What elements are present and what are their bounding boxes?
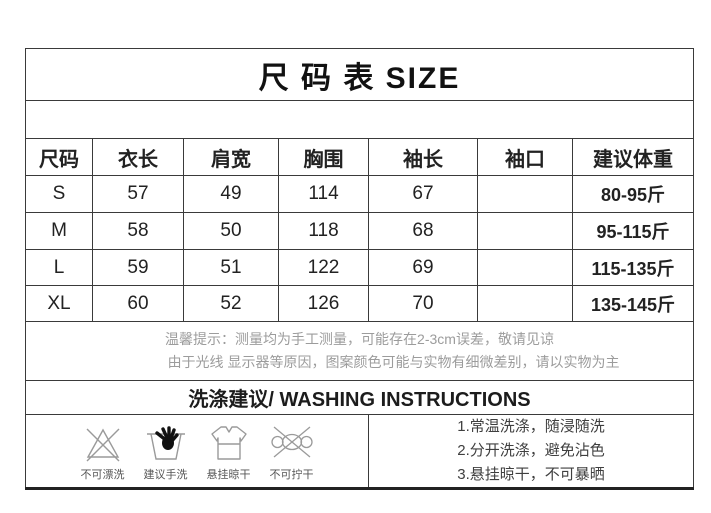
icon-label: 建议手洗 (143, 468, 188, 481)
hang-dry-icon (207, 421, 251, 463)
header-row: 尺码 衣长 肩宽 胸围 袖长 袖口 建议体重 (25, 138, 695, 176)
icon-label: 悬挂晾干 (206, 468, 251, 481)
cell-size: XL (25, 285, 93, 322)
cell-size: L (25, 249, 93, 286)
washing-icon-block: 悬挂晾干 (203, 421, 255, 482)
col-header-size: 尺码 (25, 138, 93, 176)
icon-label: 不可拧干 (269, 468, 314, 481)
notice-text-1: 测量均为手工测量，可能存在2-3cm误差，敬请见谅 (235, 331, 554, 347)
cell-cuff (477, 285, 573, 322)
spacer-cell (24, 100, 695, 139)
washing-instruction-1: 1.常温洗涤，随浸随洗 (457, 418, 605, 435)
washing-header-row: 洗涤建议/ WASHING INSTRUCTIONS (24, 380, 695, 415)
cell-shoulder: 49 (183, 175, 279, 213)
spacer-row (24, 100, 695, 139)
notice-line-1: 温馨提示：测量均为手工测量，可能存在2-3cm误差，敬请见谅 (34, 328, 685, 351)
cell-cuff (477, 175, 573, 213)
cell-weight: 135-145斤 (571, 285, 695, 322)
notice-cell: 温馨提示：测量均为手工测量，可能存在2-3cm误差，敬请见谅 由于光线 显示器等… (24, 321, 695, 381)
washing-content-row: 不可漂洗 (25, 414, 695, 489)
cell-size: S (25, 175, 93, 213)
washing-instructions-cell: 1.常温洗涤，随浸随洗 2.分开洗涤，避免沾色 3.悬挂晾干，不可暴晒 (367, 414, 695, 489)
cell-chest: 118 (278, 212, 369, 250)
col-header-sleeve: 袖长 (368, 138, 478, 176)
notice-line-2: 由于光线 显示器等原因，图案颜色可能与实物有细微差别，请以实物为主 (167, 354, 620, 370)
cell-length: 57 (92, 175, 184, 213)
cell-shoulder: 51 (183, 249, 279, 286)
notice-row: 温馨提示：测量均为手工测量，可能存在2-3cm误差，敬请见谅 由于光线 显示器等… (24, 321, 695, 381)
col-header-shoulder: 肩宽 (183, 138, 279, 176)
cell-cuff (477, 249, 573, 286)
washing-icon-block: 不可拧干 (266, 421, 318, 482)
cell-length: 58 (92, 212, 184, 250)
cell-size: M (25, 212, 93, 250)
do-not-wring-icon (270, 421, 314, 463)
col-header-weight: 建议体重 (571, 138, 695, 176)
table-row-l: L 59 51 122 69 115-135斤 (25, 249, 695, 286)
washing-icon-block: 建议手洗 (140, 421, 192, 482)
table-row-m: M 58 50 118 68 95-115斤 (25, 212, 695, 250)
table-row-s: S 57 49 114 67 80-95斤 (25, 175, 695, 213)
cell-sleeve: 70 (368, 285, 478, 322)
icon-label: 不可漂洗 (80, 468, 125, 481)
washing-instruction-3: 3.悬挂晾干，不可暴晒 (457, 466, 605, 483)
cell-weight: 95-115斤 (571, 212, 695, 250)
cell-chest: 126 (278, 285, 369, 322)
cell-length: 59 (92, 249, 184, 286)
page-title: 尺 码 表 SIZE (24, 48, 695, 101)
cell-sleeve: 69 (368, 249, 478, 286)
size-table: 尺 码 表 SIZE 尺码 衣长 肩宽 胸围 袖长 袖口 建议体重 S 57 4… (24, 48, 695, 490)
cell-sleeve: 67 (368, 175, 478, 213)
col-header-cuff: 袖口 (477, 138, 573, 176)
cell-chest: 114 (278, 175, 369, 213)
cell-weight: 80-95斤 (571, 175, 695, 213)
washing-icon-block: 不可漂洗 (77, 421, 129, 482)
cell-cuff (477, 212, 573, 250)
hand-wash-icon (144, 421, 188, 463)
cell-length: 60 (92, 285, 184, 322)
title-row: 尺 码 表 SIZE (24, 48, 695, 101)
do-not-bleach-icon (81, 421, 125, 463)
cell-chest: 122 (278, 249, 369, 286)
washing-heading: 洗涤建议/ WASHING INSTRUCTIONS (24, 380, 695, 415)
cell-sleeve: 68 (368, 212, 478, 250)
washing-icons-cell: 不可漂洗 (25, 414, 369, 489)
cell-weight: 115-135斤 (571, 249, 695, 286)
cell-shoulder: 50 (183, 212, 279, 250)
cell-shoulder: 52 (183, 285, 279, 322)
table-row-xl: XL 60 52 126 70 135-145斤 (25, 285, 695, 322)
col-header-length: 衣长 (92, 138, 184, 176)
washing-instruction-2: 2.分开洗涤，避免沾色 (457, 442, 605, 459)
col-header-chest: 胸围 (278, 138, 369, 176)
notice-prefix: 温馨提示： (165, 331, 236, 347)
